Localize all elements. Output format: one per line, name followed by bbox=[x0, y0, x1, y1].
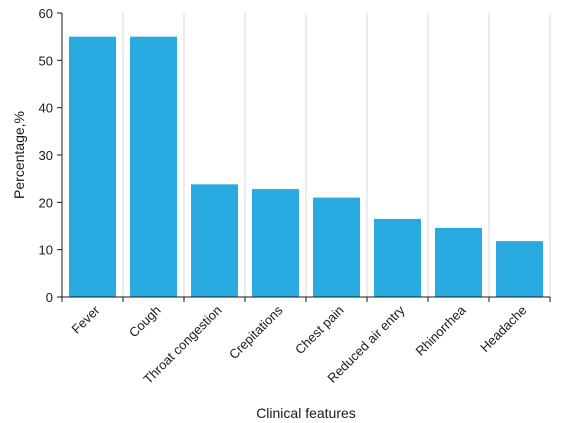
bar bbox=[374, 218, 421, 297]
y-tick-label: 10 bbox=[39, 243, 53, 258]
x-axis-title: Clinical features bbox=[256, 405, 356, 421]
x-tick-label: Headache bbox=[477, 303, 530, 356]
bar bbox=[252, 189, 299, 297]
bar bbox=[496, 241, 543, 297]
x-tick-label: Fever bbox=[69, 302, 104, 337]
y-tick-label: 40 bbox=[39, 101, 53, 116]
y-axis-title: Percentage,% bbox=[11, 111, 27, 199]
bar bbox=[130, 36, 177, 298]
x-tick-label: Chest pain bbox=[292, 303, 347, 358]
x-tick-label: Crepitations bbox=[226, 302, 286, 362]
y-tick-label: 30 bbox=[39, 148, 53, 163]
y-axis-ticks: 0 10 20 30 40 50 60 bbox=[39, 6, 62, 305]
bars bbox=[69, 36, 543, 298]
bar bbox=[435, 227, 482, 297]
gridlines bbox=[122, 13, 551, 297]
x-tick-label: Cough bbox=[126, 303, 164, 341]
y-tick-label: 0 bbox=[46, 290, 53, 305]
bar bbox=[191, 184, 238, 297]
y-tick-label: 60 bbox=[39, 6, 53, 21]
bar bbox=[69, 36, 116, 298]
bar bbox=[313, 197, 360, 297]
y-tick-label: 20 bbox=[39, 195, 53, 210]
y-tick-label: 50 bbox=[39, 53, 53, 68]
x-tick-label: Rhinorrhea bbox=[413, 302, 470, 359]
